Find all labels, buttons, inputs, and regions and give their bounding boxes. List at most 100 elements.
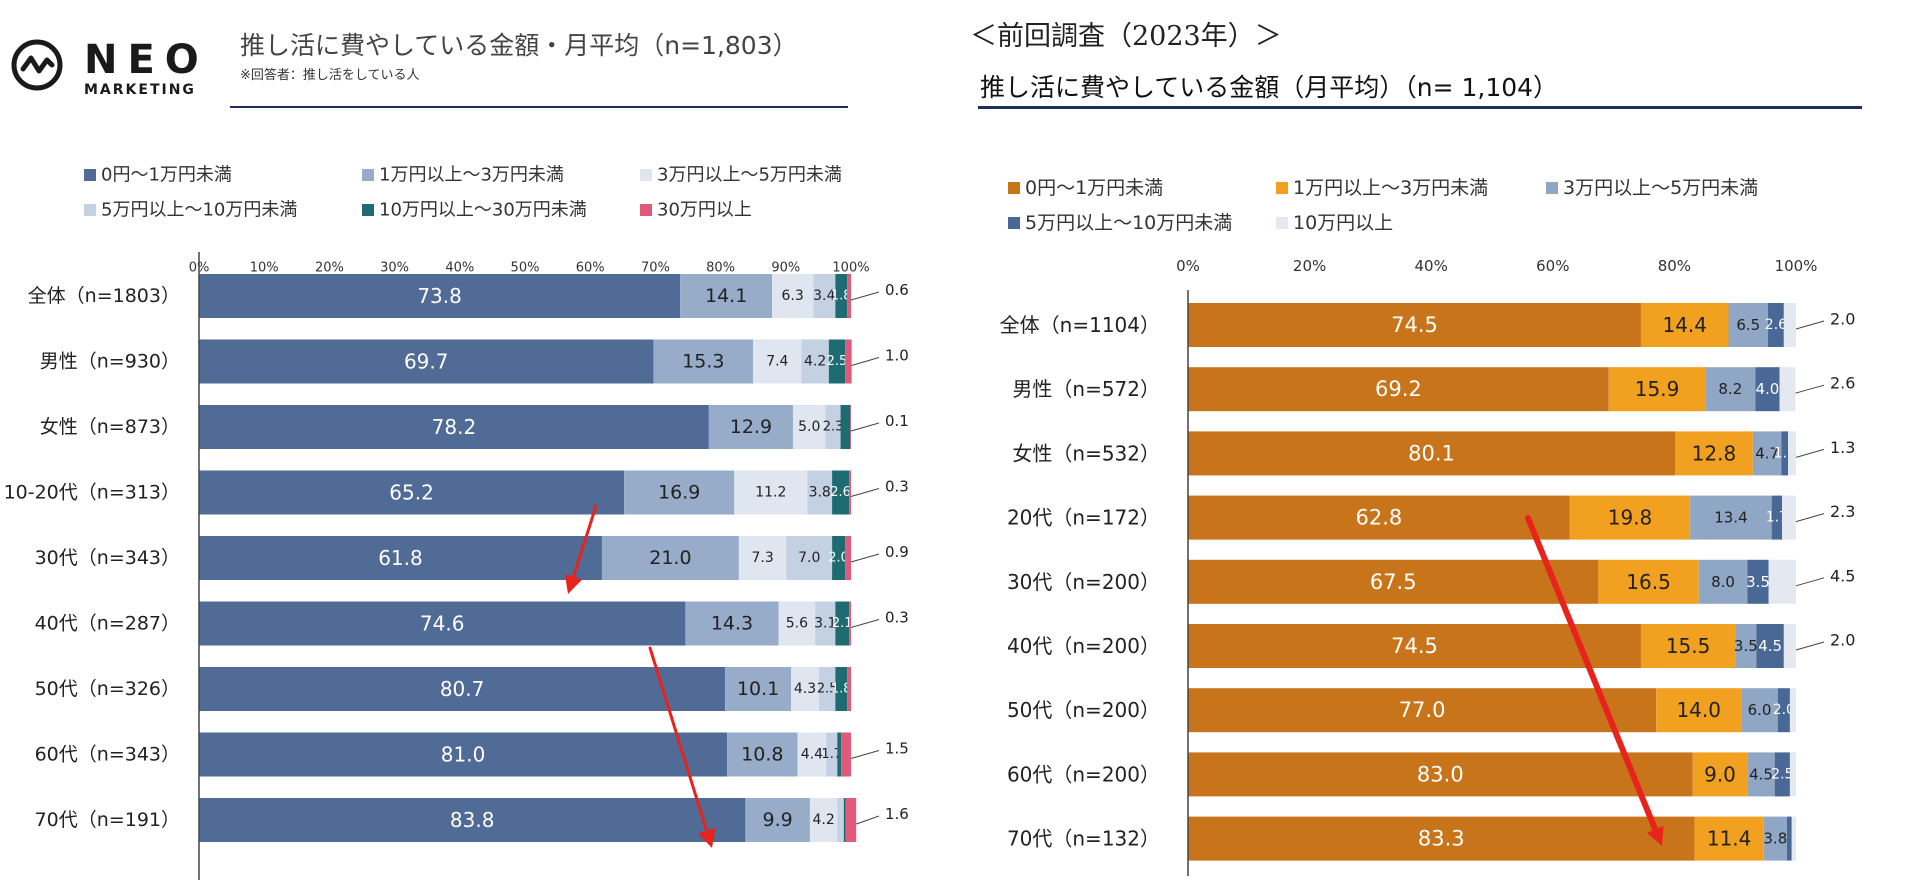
left-data-label: 7.0: [798, 550, 820, 566]
left-data-label: 7.4: [766, 354, 788, 370]
right-bar-segment: [1777, 688, 1790, 733]
right-data-label: 8.0: [1711, 573, 1735, 591]
left-bar-segment: [680, 274, 773, 318]
left-trend-arrow-1-head: [564, 574, 583, 594]
right-bar-segment: [1188, 816, 1695, 861]
left-data-label: 5.6: [786, 616, 808, 632]
left-bar-segment: [199, 536, 602, 580]
logo-subtitle: MARKETING: [84, 82, 196, 98]
right-leader-line: [1795, 448, 1825, 458]
left-data-label: 2.5: [827, 354, 848, 369]
left-x-tick-label: 50%: [511, 261, 540, 276]
left-data-label: 2.3: [823, 420, 844, 435]
left-bar-segment: [835, 274, 848, 318]
right-leader-line: [1795, 320, 1825, 330]
right-legend-label: 10万円以上: [1293, 212, 1393, 234]
right-trend-arrow: [1525, 515, 1659, 833]
left-category-label: 全体（n=1803）: [28, 285, 180, 307]
left-bar-segment: [825, 405, 841, 449]
right-data-label: 2.0: [1773, 702, 1795, 718]
left-bar-segment: [845, 339, 852, 384]
left-data-label: 15.3: [682, 351, 724, 373]
left-data-label: 65.2: [389, 481, 434, 505]
left-leader-line: [850, 422, 880, 432]
right-leader-line: [1795, 577, 1825, 587]
right-legend-label: 0円～1万円未満: [1025, 177, 1163, 199]
left-bar-segment: [832, 470, 850, 515]
left-category-label: 60代（n=343）: [35, 744, 180, 766]
right-bar-segment: [1741, 688, 1778, 733]
left-bar-segment: [199, 470, 625, 515]
left-data-label: 4.3: [794, 681, 816, 697]
left-data-label: 10.8: [741, 744, 783, 766]
right-data-label: 15.9: [1635, 377, 1680, 401]
left-x-tick-label: 30%: [380, 261, 409, 276]
right-data-label: 13.4: [1714, 509, 1747, 527]
right-data-label: 74.5: [1391, 313, 1438, 337]
right-trend-arrow-head: [1646, 825, 1664, 846]
left-data-label: 3.8: [809, 485, 831, 501]
left-data-label: 2.5: [817, 682, 838, 697]
right-data-label: 1.3: [1830, 438, 1855, 457]
left-bar-segment: [801, 339, 829, 384]
left-data-label: 14.1: [705, 285, 747, 307]
right-data-label: 6.5: [1736, 316, 1760, 334]
left-data-label: 14.3: [711, 613, 753, 635]
left-bar-segment: [835, 601, 850, 646]
right-data-label: 2.6: [1830, 374, 1855, 393]
right-legend-swatch: [1008, 182, 1020, 194]
right-bar-segment: [1747, 752, 1775, 797]
left-bar-segment: [840, 405, 851, 449]
right-data-label: 3.8: [1763, 830, 1787, 848]
left-bar-segment: [791, 667, 820, 711]
left-data-label: 1.8: [831, 289, 852, 304]
right-bar-segment: [1608, 367, 1706, 412]
right-data-label: 74.5: [1391, 634, 1438, 658]
left-legend-swatch: [640, 169, 652, 181]
right-bar-segment: [1698, 559, 1748, 604]
right-bar-segment: [1782, 495, 1796, 540]
left-x-tick-label: 40%: [445, 261, 474, 276]
right-category-label: 40代（n=200）: [1007, 634, 1160, 658]
neo-marketing-logo: NEO MARKETING: [10, 38, 210, 104]
left-bar-segment: [199, 798, 746, 842]
right-chart-title: 推し活に費やしている金額（月平均）（n= 1,104）: [980, 73, 1559, 102]
left-data-label: 78.2: [432, 415, 477, 439]
left-legend-label: 1万円以上～3万円未満: [379, 165, 564, 186]
left-legend-swatch: [84, 169, 96, 181]
left-bar-segment: [772, 274, 814, 318]
right-bar-segment: [1774, 752, 1790, 797]
right-x-tick-label: 20%: [1293, 257, 1326, 275]
right-bar-segment: [1690, 495, 1772, 540]
left-data-label: 12.9: [730, 416, 772, 438]
left-data-label: 1.6: [885, 805, 909, 823]
right-legend-swatch: [1008, 217, 1020, 229]
left-trend-arrow-2-head: [698, 828, 716, 848]
right-data-label: 2.6: [1765, 317, 1787, 333]
left-title-rule: [230, 106, 848, 108]
right-legend-swatch: [1276, 182, 1288, 194]
left-category-label: 50代（n=326）: [35, 678, 180, 700]
left-x-tick-label: 100%: [832, 261, 869, 276]
right-x-tick-label: 80%: [1658, 257, 1691, 275]
left-bar-segment: [837, 732, 842, 777]
left-bar-segment: [850, 405, 851, 449]
right-data-label: 4.5: [1758, 637, 1782, 655]
right-bar-segment: [1188, 624, 1641, 668]
right-category-label: 全体（n=1104）: [1000, 313, 1160, 337]
left-leader-line: [856, 815, 880, 825]
right-bar-segment: [1188, 559, 1599, 604]
left-bar-segment: [199, 405, 709, 449]
left-bar-segment: [847, 274, 851, 318]
left-bar-segment: [845, 798, 857, 842]
left-bar-segment: [845, 536, 851, 580]
left-chart-title: 推し活に費やしている金額・月平均（n=1,803）: [240, 31, 798, 60]
left-category-label: 70代（n=191）: [35, 809, 180, 831]
right-data-label: 2.0: [1830, 310, 1855, 329]
left-data-label: 81.0: [441, 743, 486, 767]
left-bar-segment: [708, 405, 793, 449]
left-bar-segment: [753, 339, 802, 384]
right-bar-segment: [1656, 688, 1742, 733]
right-title-rule: [978, 106, 1862, 109]
left-bar-segment: [837, 798, 844, 842]
